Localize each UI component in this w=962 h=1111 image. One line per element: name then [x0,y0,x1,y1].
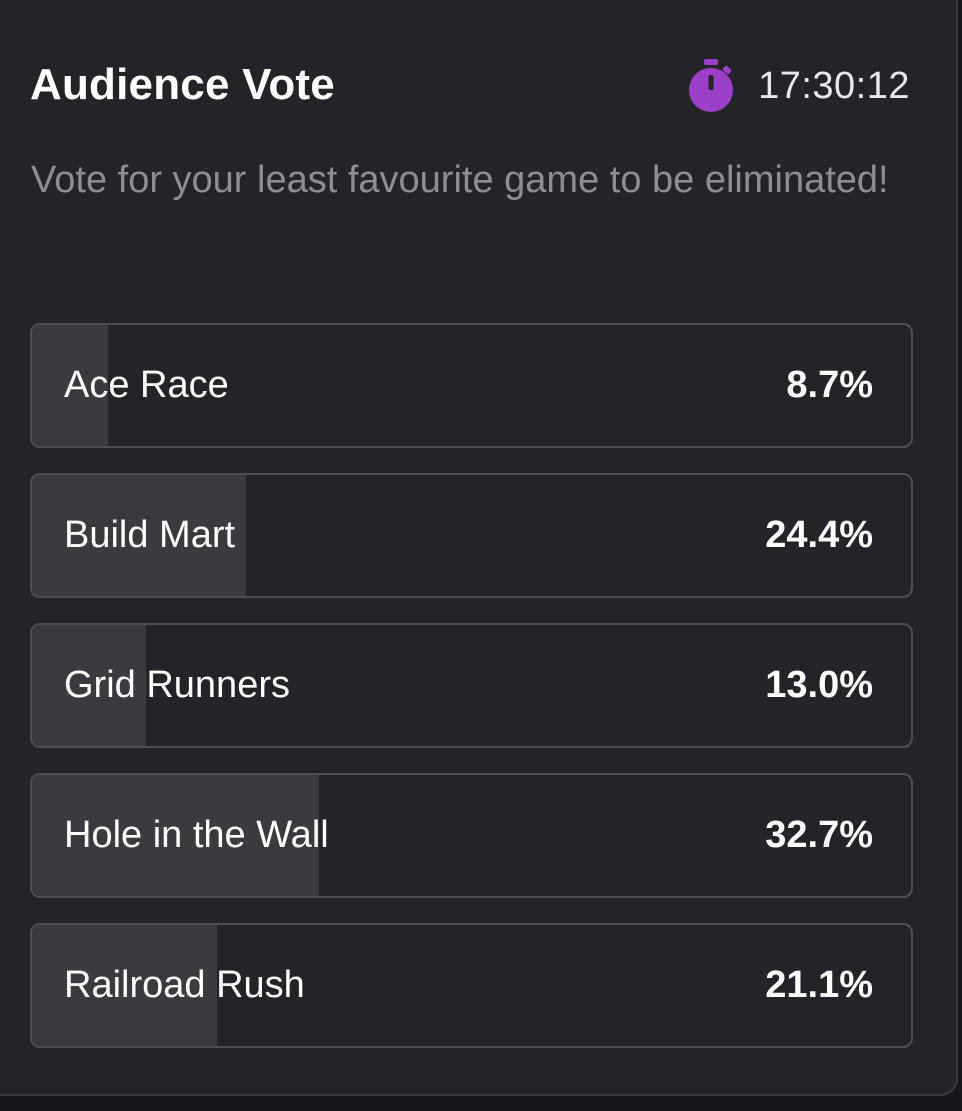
vote-bar-fill [32,325,109,446]
vote-option-grid-runners[interactable]: Grid Runners 13.0% [30,623,913,748]
vote-bar-fill [32,475,247,596]
vote-option-label: Hole in the Wall [64,814,329,856]
vote-percentage: 21.1% [765,964,873,1006]
poll-subtitle: Vote for your least favourite game to be… [31,159,889,201]
vote-percentage: 8.7% [786,364,873,406]
vote-option-railroad-rush[interactable]: Railroad Rush 21.1% [30,923,913,1048]
vote-option-ace-race[interactable]: Ace Race 8.7% [30,323,913,448]
vote-option-label: Ace Race [64,364,229,406]
vote-bar-fill [32,775,320,896]
vote-option-hole-in-the-wall[interactable]: Hole in the Wall 32.7% [30,773,913,898]
vote-percentage: 13.0% [765,664,873,706]
vote-bar-fill [32,925,218,1046]
vote-percentage: 32.7% [765,814,873,856]
poll-title: Audience Vote [30,60,335,109]
countdown-timer: 17:30:12 [686,58,910,114]
poll-header: Audience Vote 17:30:12 [30,58,910,118]
timer-text: 17:30:12 [758,64,910,107]
vote-option-label: Build Mart [64,514,236,556]
stopwatch-icon [689,59,734,112]
poll-options: Ace Race 8.7% Build Mart 24.4% Grid Runn… [30,323,913,1073]
vote-option-build-mart[interactable]: Build Mart 24.4% [30,473,913,598]
vote-option-label: Railroad Rush [64,964,305,1006]
vote-option-label: Grid Runners [64,664,290,706]
vote-percentage: 24.4% [765,514,873,556]
vote-bar-fill [32,625,147,746]
